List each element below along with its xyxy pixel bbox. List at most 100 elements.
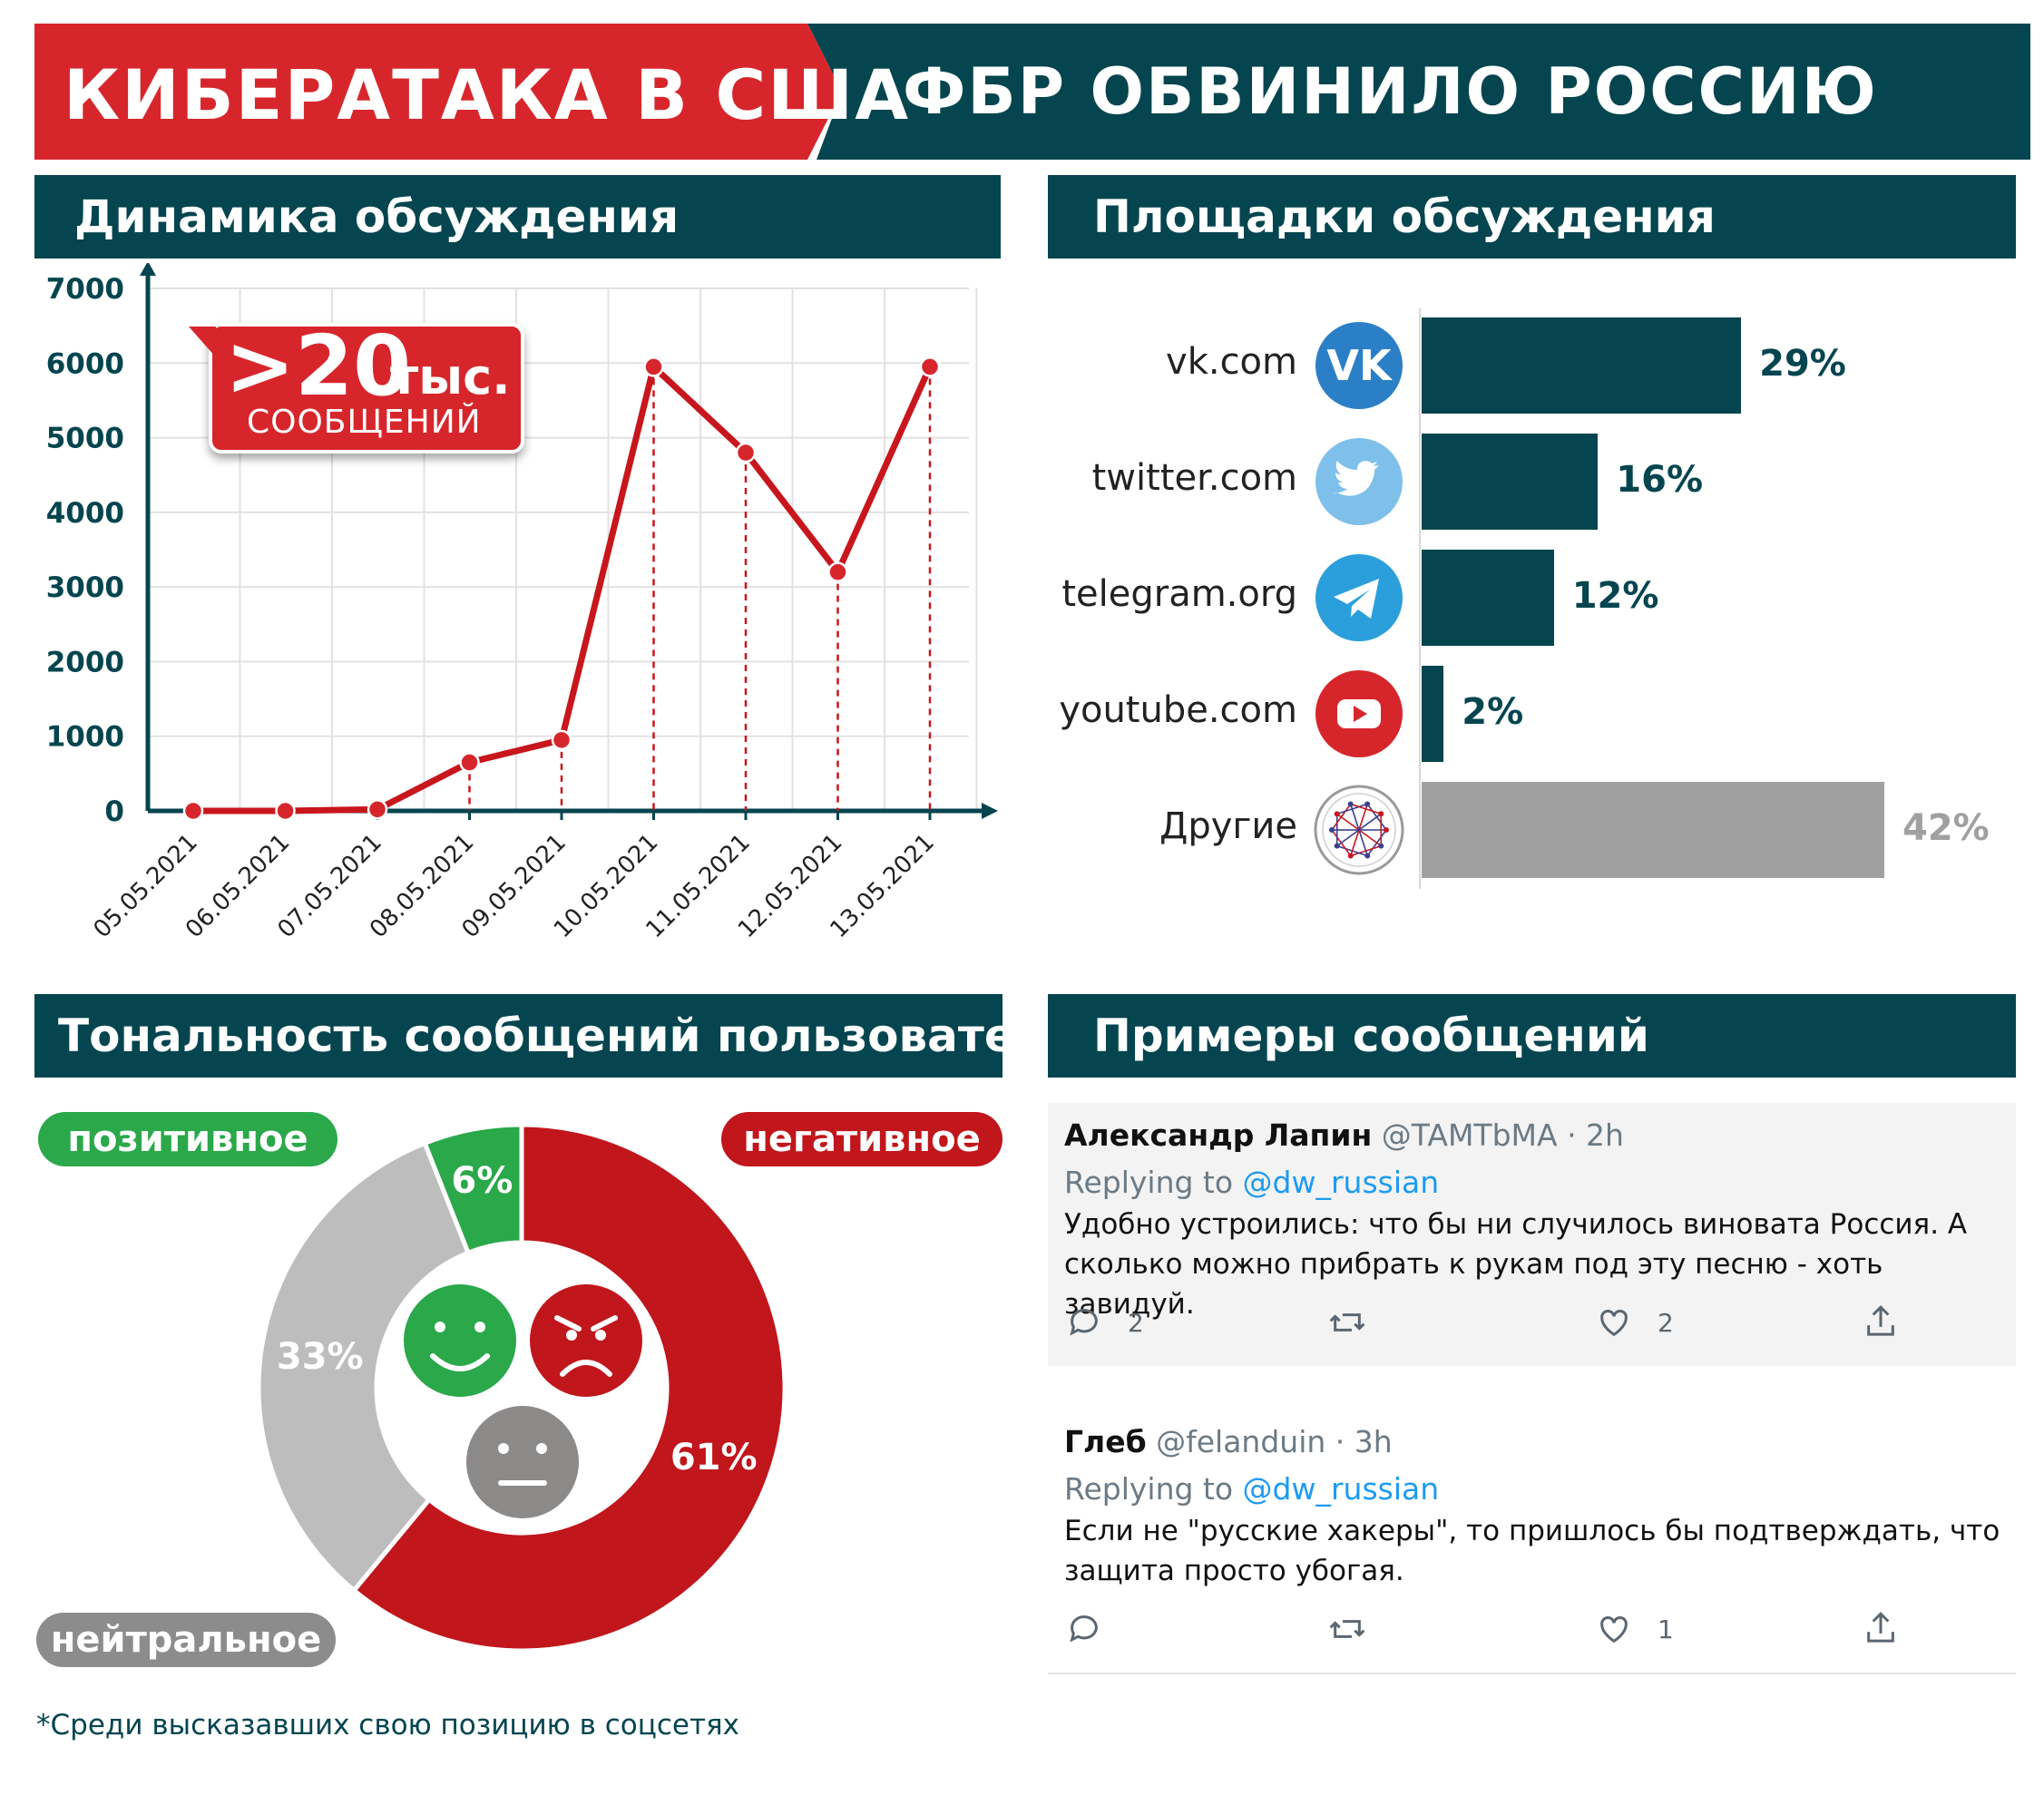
- platform-value-label: 42%: [1902, 807, 1990, 849]
- share-icon: [1867, 1305, 1894, 1336]
- callout-number: >20: [225, 317, 412, 415]
- donut-label: 33%: [277, 1336, 364, 1378]
- banner-shapes: [34, 24, 2030, 160]
- emoji-faces: [404, 1284, 642, 1518]
- network-icon: [1314, 785, 1404, 875]
- platform-label: vk.com: [1166, 341, 1297, 383]
- platform-label: Другие: [1159, 805, 1297, 847]
- like-button[interactable]: [1596, 1304, 1632, 1347]
- banner-right-title: ФБР ОБВИНИЛО РОССИЮ: [903, 54, 1878, 129]
- tweet-reply-line: Replying to @dw_russian: [1064, 1471, 1439, 1507]
- reply-button[interactable]: [1066, 1304, 1102, 1347]
- tweet-card[interactable]: Глеб @felanduin · 3h Replying to @dw_rus…: [1048, 1410, 2016, 1674]
- data-point: [735, 442, 757, 463]
- tonality-donut: 61% 33% 6%: [256, 1122, 787, 1654]
- tweet-author: Глеб: [1064, 1424, 1147, 1459]
- tweet-text: Если не "русские хакеры", то пришлось бы…: [1064, 1515, 2000, 1587]
- y-tick-label: 1000: [46, 721, 124, 754]
- tag-positive: позитивное: [38, 1112, 337, 1166]
- footnote: *Среди высказавших свою позицию в соцсет…: [36, 1709, 739, 1741]
- section-title-examples: Примеры сообщений: [1093, 1010, 1649, 1062]
- share-icon: [1867, 1612, 1894, 1643]
- data-point: [919, 356, 941, 377]
- donut-slice: [421, 1122, 524, 1256]
- tag-neutral: нейтральное: [36, 1613, 336, 1667]
- vk-icon: VK: [1315, 322, 1403, 409]
- platform-label: youtube.com: [1059, 689, 1297, 731]
- retweet-button[interactable]: [1327, 1611, 1367, 1654]
- callout-badge: >20 тыс. СООБЩЕНИЙ: [189, 317, 524, 454]
- section-header-tonality: Тональность сообщений пользователей: [34, 994, 1110, 1078]
- platform-value-label: 2%: [1462, 691, 1524, 733]
- share-button[interactable]: [1863, 1609, 1899, 1654]
- platform-value-label: 29%: [1759, 343, 1846, 385]
- section-title-dynamics: Динамика обсуждения: [74, 190, 680, 243]
- data-point: [643, 356, 664, 377]
- tweet-header: Глеб @felanduin · 3h: [1064, 1424, 1393, 1459]
- y-tick-label: 4000: [46, 497, 124, 530]
- reply-button[interactable]: [1066, 1611, 1102, 1654]
- tweet-handle: @TAMTbMA · 2h: [1381, 1117, 1624, 1153]
- donut-label: 6%: [451, 1160, 513, 1202]
- section-title-platforms: Площадки обсуждения: [1093, 190, 1716, 243]
- y-tick-label: 6000: [46, 347, 124, 380]
- line-chart: 0100020003000400050006000700005.05.20210…: [46, 263, 998, 943]
- platform-label: telegram.org: [1061, 573, 1297, 615]
- platform-bar: [1422, 666, 1444, 762]
- tweet-reply-to[interactable]: @dw_russian: [1242, 1471, 1440, 1507]
- youtube-icon: [1315, 670, 1403, 757]
- share-button[interactable]: [1863, 1302, 1899, 1347]
- data-point: [367, 799, 388, 820]
- platform-bar: [1422, 317, 1742, 414]
- tweet-reply-line: Replying to @dw_russian: [1064, 1165, 1439, 1200]
- callout-unit: тыс.: [390, 348, 511, 405]
- section-header-dynamics: Динамика обсуждения: [34, 175, 1001, 259]
- banner-left-title: КИБЕРАТАКА В США: [64, 54, 911, 135]
- reply-count: 2: [1128, 1308, 1144, 1338]
- section-title-tonality: Тональность сообщений пользователей: [58, 1010, 1111, 1062]
- telegram-icon: [1315, 554, 1403, 641]
- tweet-header: Александр Лапин @TAMTbMA · 2h: [1064, 1117, 1624, 1153]
- twitter-icon: [1315, 438, 1403, 525]
- retweet-button[interactable]: [1327, 1304, 1367, 1347]
- like-count: 1: [1658, 1615, 1674, 1644]
- y-tick-label: 5000: [46, 423, 124, 455]
- platform-bar: [1422, 434, 1599, 530]
- y-axis-arrow: [140, 263, 156, 276]
- x-axis-arrow: [982, 803, 998, 819]
- section-header-examples: Примеры сообщений: [1048, 994, 2016, 1078]
- donut-slice: [350, 1122, 787, 1654]
- data-point: [459, 752, 480, 773]
- tweet-card[interactable]: Александр Лапин @TAMTbMA · 2h Replying t…: [1048, 1103, 2016, 1366]
- tag-negative: негативное: [721, 1112, 1002, 1166]
- platform-bar: [1422, 550, 1554, 646]
- platform-label: twitter.com: [1091, 457, 1297, 499]
- tweet-reply-prefix: Replying to: [1064, 1165, 1234, 1200]
- svg-text:VK: VK: [1326, 341, 1394, 390]
- tweet-handle: @felanduin · 3h: [1156, 1424, 1393, 1459]
- y-tick-label: 2000: [46, 646, 124, 678]
- like-count: 2: [1658, 1308, 1674, 1338]
- data-point: [182, 800, 204, 822]
- reply-icon: [1070, 1615, 1098, 1643]
- data-point: [827, 561, 848, 582]
- section-header-platforms: Площадки обсуждения: [1048, 175, 2016, 259]
- angry-face-icon: [530, 1284, 642, 1397]
- neutral-face-icon: [466, 1406, 579, 1518]
- tweet-reply-prefix: Replying to: [1064, 1471, 1234, 1507]
- like-button[interactable]: [1596, 1611, 1632, 1654]
- tweet-author: Александр Лапин: [1064, 1117, 1373, 1153]
- tweet-reply-to[interactable]: @dw_russian: [1242, 1165, 1440, 1200]
- retweet-icon: [1329, 1313, 1365, 1332]
- platform-value-label: 16%: [1616, 459, 1704, 501]
- callout-tail: [189, 327, 216, 357]
- heart-icon: [1600, 1616, 1628, 1644]
- happy-face-icon: [404, 1284, 516, 1397]
- platform-bar: [1422, 782, 1884, 878]
- platform-value-label: 12%: [1571, 575, 1659, 617]
- y-tick-label: 7000: [46, 273, 124, 306]
- retweet-icon: [1329, 1620, 1365, 1638]
- tweet-text: Удобно устроились: что бы ни случилось в…: [1064, 1208, 1968, 1321]
- data-point: [551, 729, 572, 751]
- y-tick-label: 0: [104, 795, 124, 828]
